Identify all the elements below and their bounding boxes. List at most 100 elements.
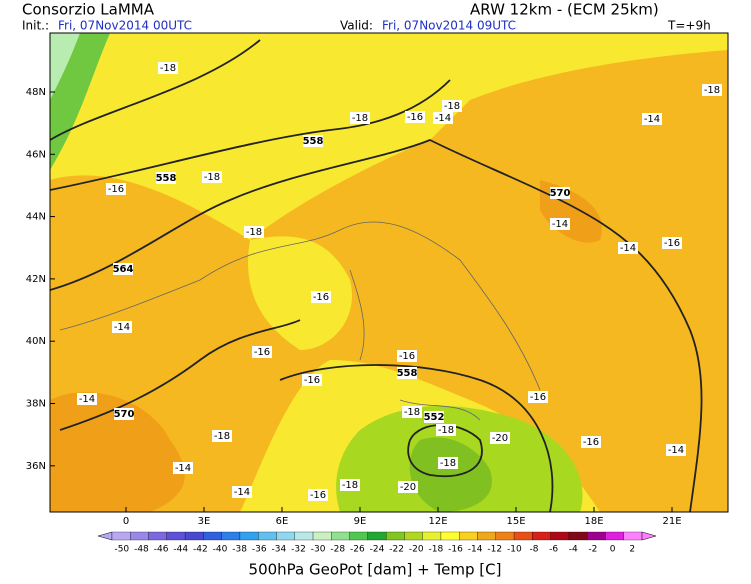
colorbar-swatch bbox=[404, 531, 423, 541]
colorbar-swatch bbox=[623, 531, 643, 541]
colorbar-label: -40 bbox=[213, 545, 228, 555]
colorbar-label: -42 bbox=[193, 545, 208, 555]
label-box bbox=[702, 84, 722, 96]
label-box bbox=[302, 374, 322, 386]
lon-label: 21E bbox=[662, 516, 681, 527]
title: Consorzio LaMMA bbox=[22, 1, 155, 19]
colorbar-swatch bbox=[532, 531, 551, 541]
colorbar-label: -48 bbox=[134, 545, 149, 555]
colorbar-swatch bbox=[568, 531, 588, 541]
valid-time: Fri, 07Nov2014 09UTC bbox=[382, 19, 516, 33]
colorbar-label: -10 bbox=[507, 545, 522, 555]
label-box bbox=[212, 430, 232, 442]
temp-label: -18 bbox=[704, 85, 720, 96]
temp-label: -18 bbox=[342, 480, 358, 491]
label-box bbox=[438, 457, 458, 469]
label-box bbox=[550, 187, 570, 199]
colorbar-label: -50 bbox=[114, 545, 129, 555]
temp-label: -14 bbox=[435, 113, 451, 124]
axes: 48N 46N 44N 42N 40N 38N 36N 0 3E 6E 9E 12E 15E 18E 21E bbox=[26, 87, 682, 527]
lat-label: 46N bbox=[26, 149, 46, 160]
lat-label: 48N bbox=[26, 87, 46, 98]
colorbar-label: -44 bbox=[173, 545, 188, 555]
temp-label: -20 bbox=[400, 482, 416, 493]
cold-core bbox=[50, 33, 80, 100]
colorbar-label: -6 bbox=[549, 545, 558, 555]
label-box bbox=[173, 462, 193, 474]
colorbar-swatch bbox=[130, 531, 149, 541]
colorbar-label: -30 bbox=[311, 545, 326, 555]
label-box bbox=[442, 100, 462, 112]
colorbar-label: -14 bbox=[468, 545, 483, 555]
colorbar-label: 2 bbox=[629, 545, 635, 555]
map bbox=[50, 33, 728, 512]
lat-label: 40N bbox=[26, 336, 46, 347]
colorbar-swatch bbox=[477, 531, 496, 541]
colorbar-label: -26 bbox=[350, 545, 365, 555]
label-box bbox=[77, 393, 97, 405]
label-box bbox=[398, 481, 418, 493]
label-box bbox=[405, 111, 425, 123]
label-box bbox=[490, 432, 510, 444]
colorbar-label: -38 bbox=[232, 545, 247, 555]
label-box bbox=[581, 436, 601, 448]
label-box bbox=[436, 424, 456, 436]
geopot-label: 552 bbox=[424, 412, 445, 423]
lon-label: 0 bbox=[123, 516, 129, 527]
label-box bbox=[550, 218, 570, 230]
coastlines bbox=[59, 221, 541, 421]
label-box bbox=[642, 113, 662, 125]
colorbar-label: -16 bbox=[448, 545, 463, 555]
temp-label: -14 bbox=[552, 219, 568, 230]
label-box bbox=[232, 486, 252, 498]
geopot-label: 570 bbox=[114, 409, 135, 420]
temp-label: -14 bbox=[114, 322, 130, 333]
temp-label: -16 bbox=[407, 112, 423, 123]
lon-label: 9E bbox=[354, 516, 367, 527]
label-box bbox=[350, 112, 370, 124]
label-box bbox=[424, 411, 444, 423]
colorbar-label: -46 bbox=[154, 545, 169, 555]
colorbar-label: -4 bbox=[569, 545, 578, 555]
temp-label: -16 bbox=[310, 490, 326, 501]
lon-label: 15E bbox=[506, 516, 525, 527]
temp-label: -14 bbox=[668, 445, 684, 456]
colorbar-label: -20 bbox=[409, 545, 424, 555]
colorbar: -50 -48 -46 -44 -42 -40 -38 -36 -34 -32 -30 -28 -26-… bbox=[97, 531, 657, 555]
label-box bbox=[340, 479, 360, 491]
temp-label: -14 bbox=[620, 243, 636, 254]
label-box bbox=[303, 135, 323, 147]
colorbar-label: -24 bbox=[370, 545, 385, 555]
colorbar-swatch bbox=[166, 531, 186, 541]
temp-label: -18 bbox=[214, 431, 230, 442]
temp-label: -16 bbox=[313, 292, 329, 303]
temp-label: -16 bbox=[108, 184, 124, 195]
lat-label: 42N bbox=[26, 274, 46, 285]
temp-label: -18 bbox=[438, 425, 454, 436]
lon-label: 18E bbox=[584, 516, 603, 527]
lon-label: 6E bbox=[276, 516, 289, 527]
label-box bbox=[308, 489, 328, 501]
label-box bbox=[113, 263, 133, 275]
temp-label: -18 bbox=[204, 172, 220, 183]
temp-label: -18 bbox=[444, 101, 460, 112]
warm-region bbox=[50, 50, 728, 512]
label-box bbox=[397, 350, 417, 362]
colorbar-swatch bbox=[459, 531, 478, 541]
temp-label: -16 bbox=[304, 375, 320, 386]
colorbar-swatch bbox=[331, 531, 350, 541]
label-box bbox=[252, 346, 272, 358]
geopot-label: 558 bbox=[303, 136, 324, 147]
colorbar-label: -32 bbox=[291, 545, 306, 555]
temp-label: -14 bbox=[234, 487, 250, 498]
label-box bbox=[106, 183, 126, 195]
label-box bbox=[618, 242, 638, 254]
temp-label: -20 bbox=[492, 433, 508, 444]
model: ARW 12km - (ECM 25km) bbox=[470, 1, 659, 19]
label-box bbox=[202, 171, 222, 183]
valid-label: Valid: bbox=[340, 19, 373, 33]
label-box bbox=[311, 291, 331, 303]
geopot-label: 570 bbox=[550, 188, 571, 199]
colorbar-swatch bbox=[367, 531, 387, 541]
